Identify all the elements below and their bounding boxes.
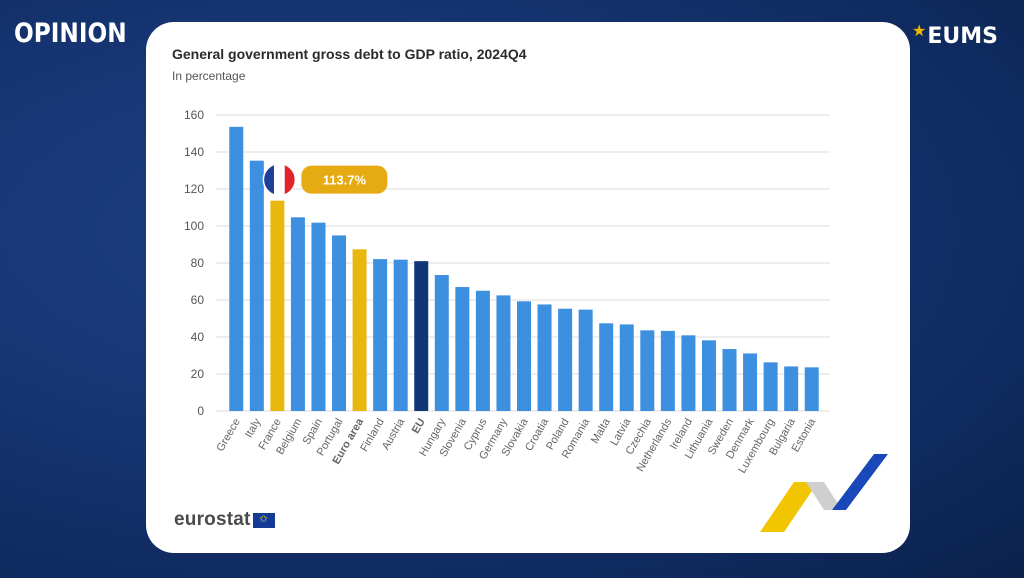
bar-romania [578, 309, 593, 411]
france-flag-icon [263, 163, 296, 196]
bar-sweden [722, 349, 737, 411]
bar-denmark [743, 353, 758, 411]
chart-card: General government gross debt to GDP rat… [146, 22, 910, 553]
bar-latvia [619, 324, 634, 411]
bar-malta [599, 323, 614, 411]
bar-luxembourg [763, 362, 778, 411]
decorative-stripes-icon [760, 454, 888, 532]
chart-title: General government gross debt to GDP rat… [172, 46, 527, 62]
y-tick-label: 120 [184, 182, 204, 196]
y-tick-label: 140 [184, 145, 204, 159]
y-tick-label: 160 [184, 108, 204, 122]
bar-netherlands [660, 330, 675, 411]
bar-eu [414, 261, 429, 411]
bar-italy [249, 160, 264, 411]
section-label: OPINION [14, 18, 127, 49]
highlight-callout [301, 165, 388, 194]
brand-logo: ★ EUMS [912, 21, 998, 49]
y-tick-label: 100 [184, 219, 204, 233]
y-tick-label: 60 [191, 293, 205, 307]
bar-lithuania [701, 340, 716, 411]
source-logo: eurostat ✩ [174, 509, 275, 531]
y-tick-label: 80 [191, 256, 205, 270]
bar-belgium [290, 217, 305, 411]
chart-subtitle: In percentage [172, 69, 246, 83]
bar-germany [496, 295, 511, 411]
bar-euro-area [352, 249, 367, 411]
x-tick-label: Greece [214, 417, 242, 454]
source-name: eurostat [174, 509, 251, 530]
eu-flag-icon: ✩ [252, 512, 275, 528]
bar-croatia [537, 304, 552, 411]
y-tick-label: 0 [197, 404, 204, 418]
bar-ireland [681, 335, 696, 411]
bar-slovenia [455, 287, 470, 411]
bar-estonia [804, 367, 819, 411]
bar-spain [311, 222, 326, 411]
bar-poland [558, 308, 573, 411]
y-tick-label: 40 [191, 330, 205, 344]
bar-bulgaria [784, 366, 799, 411]
x-tick-label: EU [410, 416, 428, 435]
bar-france [270, 200, 285, 411]
brand-name: EUMS [927, 24, 998, 49]
bar-austria [393, 259, 408, 411]
bar-greece [229, 126, 244, 411]
bar-czechia [640, 330, 655, 411]
bar-slovakia [517, 301, 531, 411]
bar-hungary [434, 275, 449, 411]
y-tick-label: 20 [191, 367, 205, 381]
bar-finland [373, 259, 388, 411]
bar-portugal [332, 235, 347, 411]
highlight-value: 113.7% [323, 173, 367, 188]
x-tick-label: Italy [243, 416, 264, 440]
star-icon: ★ [912, 21, 927, 40]
flag-ring [262, 162, 297, 197]
bar-cyprus [475, 290, 490, 411]
